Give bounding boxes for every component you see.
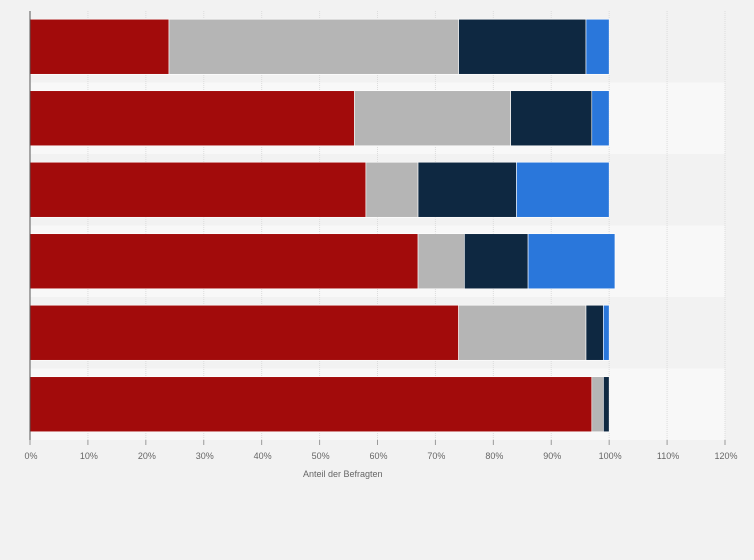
bar-segment [29, 304, 459, 361]
bars [29, 18, 616, 433]
x-tick-label: 40% [254, 451, 272, 461]
bar-segment [29, 376, 593, 433]
bar-segment [417, 233, 465, 290]
x-tick-label: 0% [24, 451, 37, 461]
bar-segment [464, 233, 529, 290]
x-tick-label: 80% [485, 451, 503, 461]
bar-segment [585, 304, 604, 361]
bar-segment [591, 90, 610, 147]
x-axis-ticks: 0% 10% 20% 30% 40% 50% 60% 70% 80% 90% 100% 110% 120… [24, 440, 738, 461]
bar-segment [603, 304, 610, 361]
x-tick-label: 120% [714, 451, 737, 461]
x-tick-label: 110% [657, 451, 679, 461]
x-tick-label: 30% [196, 451, 214, 461]
bar-segment [603, 376, 610, 433]
x-tick-label: 100% [599, 451, 622, 461]
bar-segment [29, 18, 170, 75]
bar-segment [29, 90, 355, 147]
bar-segment [29, 233, 419, 290]
bar-segment [585, 18, 610, 75]
grid-lines [87, 11, 726, 440]
bar-segment [527, 233, 616, 290]
bar-segment [354, 90, 512, 147]
x-tick-label: 50% [312, 451, 330, 461]
bar-segment [168, 18, 459, 75]
x-tick-label: 70% [427, 451, 445, 461]
bar-segment [417, 161, 517, 218]
bar-segment [591, 376, 604, 433]
x-tick-label: 60% [369, 451, 387, 461]
x-axis-title: Anteil der Befragten [303, 469, 383, 479]
x-tick-label: 10% [80, 451, 98, 461]
bar-segment [516, 161, 610, 218]
x-tick-label: 20% [138, 451, 156, 461]
bar-segment [29, 161, 367, 218]
bar-segment [458, 18, 587, 75]
bar-segment [365, 161, 419, 218]
bar-segment [458, 304, 587, 361]
x-tick-label: 90% [543, 451, 561, 461]
bar-segment [510, 90, 593, 147]
